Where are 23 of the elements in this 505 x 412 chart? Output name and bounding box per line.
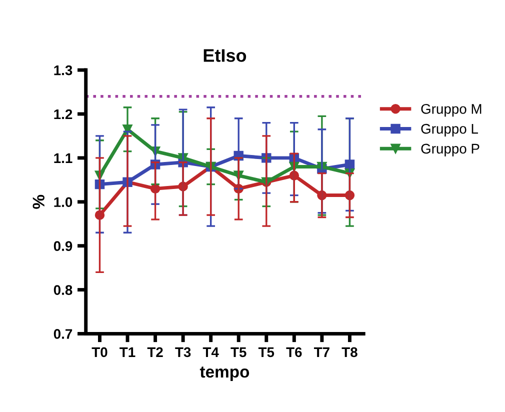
y-tick-label: 0.7 [54,329,72,339]
x-tick-label: T2 [147,347,163,357]
x-tick-label: T0 [92,347,108,358]
y-tick-label: 1.0 [54,197,72,208]
x-tick-label: T8 [342,347,358,358]
y-tick-label: 0.8 [54,285,72,295]
legend-label: Gruppo L [421,124,478,136]
legend-label: Gruppo M [421,104,482,117]
chart-title: EtIso [204,49,246,62]
y-axis-title: % [32,194,44,209]
x-tick-label: T6 [286,347,302,358]
x-tick-label: T5 [230,347,246,358]
x-tick-label: T4 [202,347,219,357]
x-tick-label: T7 [314,347,330,357]
y-tick-label: 1.3 [54,65,72,76]
y-tick-label: 0.9 [54,241,72,251]
legend-label: Gruppo P [421,144,480,156]
x-tick-label: T5 [258,347,274,358]
x-axis-title: tempo [200,366,250,381]
y-tick-label: 1.2 [54,109,72,120]
y-tick-label: 1.1 [54,153,72,163]
x-tick-label: T3 [175,347,191,358]
x-tick-label: T1 [120,347,136,357]
